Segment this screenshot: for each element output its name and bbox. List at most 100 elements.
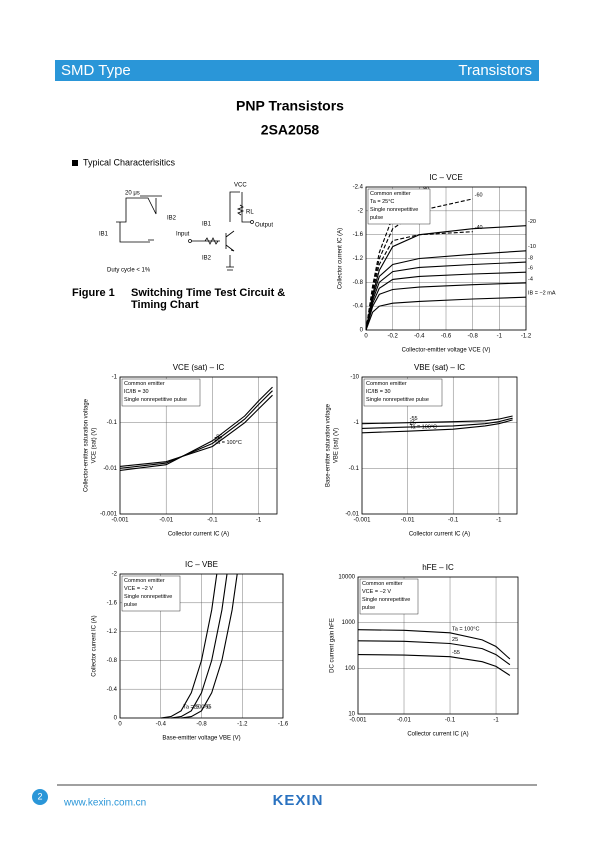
y-tick-label: -1.2 [107, 629, 118, 635]
page-badge [32, 789, 48, 805]
note-box [367, 188, 431, 225]
ib2-wave: IB2 [167, 216, 177, 222]
y-tick-label: 0 [360, 328, 364, 334]
y-tick-label: -1 [354, 420, 360, 426]
note: Common emitter [124, 578, 165, 584]
note: Single nonrepetitive pulse [124, 397, 187, 403]
series-label: -20 [528, 219, 536, 225]
curve [119, 394, 273, 467]
y-tick-label: -0.01 [345, 512, 359, 518]
curve [365, 282, 527, 331]
curve [357, 654, 511, 676]
x-tick-label: -0.6 [441, 334, 452, 340]
x-tick-label: -0.001 [353, 518, 371, 524]
x-axis-label: Collector current IC (A) [409, 532, 470, 538]
y-tick-label: 1000 [342, 620, 356, 626]
curve [170, 573, 228, 719]
ib1-label: IB1 [202, 222, 212, 228]
figure-caption: Switching Time Test Circuit & [131, 287, 285, 299]
curve [361, 415, 513, 425]
terminal [250, 220, 254, 224]
x-axis-label: Collector current IC (A) [407, 732, 468, 738]
x-axis-label: Collector-emitter voltage VCE (V) [402, 348, 491, 354]
series-label: 25 [214, 437, 220, 443]
y-tick-label: -1.6 [353, 232, 364, 238]
y-axis-label: DC current gain hFE [330, 618, 336, 673]
series-label: -10 [528, 244, 536, 250]
x-tick-label: -0.01 [401, 518, 415, 524]
y-tick-label: -0.001 [100, 512, 118, 518]
note: IC/IB = 30 [366, 389, 391, 395]
series-label: IB = −2 mA [528, 291, 556, 297]
curve [365, 296, 527, 331]
x-tick-label: 0 [118, 722, 122, 728]
y-axis-label: VBE (sat) (V) [334, 428, 340, 463]
note-box [363, 378, 443, 407]
series-label: Ta = 100°C [183, 704, 210, 710]
y-tick-label: 100 [345, 666, 356, 672]
y-tick-label: -0.1 [107, 420, 118, 426]
y-tick-label: 10 [348, 712, 355, 718]
y-tick-label: -1 [112, 375, 118, 381]
footer-logo: KEXIN [273, 792, 324, 809]
y-tick-label: -1.2 [353, 256, 364, 262]
plot-frame [357, 576, 519, 715]
note: IC/IB = 30 [124, 389, 149, 395]
terminal [188, 239, 192, 243]
rl-label: RL [246, 210, 254, 216]
note: Common emitter [124, 381, 165, 387]
y-tick-label: -0.01 [103, 466, 117, 472]
ib1-wave: IB1 [99, 232, 109, 238]
curve [160, 573, 218, 719]
y-tick-label: -2.4 [353, 185, 364, 191]
series-label: -60 [475, 192, 483, 198]
note: Single nonrepetitive [370, 207, 418, 213]
curve [181, 573, 238, 719]
note: Single nonrepetitive [124, 594, 172, 600]
note-box [121, 575, 181, 612]
x-tick-label: -0.001 [111, 518, 129, 524]
series-label: -55 [214, 434, 222, 440]
y-tick-label: -0.1 [349, 466, 360, 472]
page-number: 2 [37, 791, 42, 801]
output-label: Output [255, 223, 273, 229]
y-tick-label: 10000 [338, 575, 355, 581]
curve [365, 261, 527, 331]
x-tick-label: -1 [493, 718, 499, 724]
header-left: SMD Type [61, 62, 131, 79]
x-tick-label: -0.4 [156, 722, 167, 728]
x-tick-label: -0.01 [397, 718, 411, 724]
charts: 0 -0.2 -0.4 -0.6 -0.8 -1 -1.2 0 -0.4 -0.8 -1.2 -1.6… [84, 173, 556, 741]
x-tick-label: -0.4 [414, 334, 425, 340]
x-tick-label: -0.1 [445, 718, 456, 724]
plot-frame [119, 573, 284, 719]
series-label: -4 [528, 276, 533, 282]
note: Ta = 25°C [370, 199, 394, 205]
y-tick-label: -0.8 [353, 280, 364, 286]
bullet [72, 160, 78, 166]
curve [361, 419, 513, 434]
chart-title: VCE (sat) – IC [173, 363, 225, 372]
series-label: -55 [452, 650, 460, 656]
circuit: 20 μs IB2 IB1 Input VCC RL IB1 IB2 Outpu… [99, 183, 273, 274]
y-tick-label: -1.6 [107, 600, 118, 606]
wave [116, 197, 157, 243]
series-label: Ta = 100°C [452, 626, 479, 632]
figure-number: Figure 1 [72, 287, 115, 299]
y-axis-label: Base-emitter saturation voltage [326, 403, 332, 487]
part-number: 2SA2058 [261, 122, 320, 138]
y-axis-label: Collector current IC (A) [338, 228, 344, 289]
note: VCE = −2 V [362, 589, 391, 595]
x-tick-label: -1 [497, 334, 503, 340]
note: pulse [124, 602, 137, 608]
x-tick-label: -1.2 [237, 722, 248, 728]
x-tick-label: -1.6 [278, 722, 289, 728]
section-title: Typical Characterisitics [83, 157, 176, 167]
y-tick-label: -2 [358, 208, 364, 214]
x-tick-label: 0 [364, 334, 368, 340]
series-label: Ta = 100°C [214, 440, 241, 446]
figure-caption: Timing Chart [131, 299, 199, 311]
doc-title: PNP Transistors [236, 98, 344, 114]
footer-url: www.kexin.com.cn [63, 798, 146, 809]
